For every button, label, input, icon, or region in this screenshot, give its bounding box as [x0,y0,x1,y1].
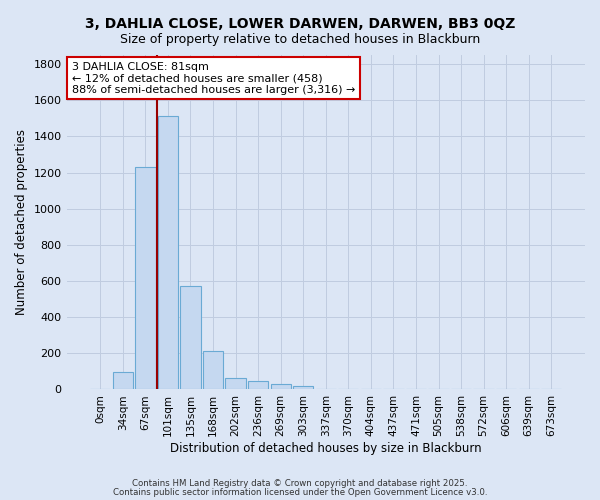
Bar [226,378,246,390]
Bar [316,388,336,390]
Bar [181,286,200,390]
Y-axis label: Number of detached properties: Number of detached properties [15,129,28,315]
X-axis label: Distribution of detached houses by size in Blackburn: Distribution of detached houses by size … [170,442,482,455]
Bar [135,167,155,390]
Bar [203,352,223,390]
Bar [293,386,313,390]
Bar [271,384,291,390]
Text: Size of property relative to detached houses in Blackburn: Size of property relative to detached ho… [120,32,480,46]
Text: 3 DAHLIA CLOSE: 81sqm
← 12% of detached houses are smaller (458)
88% of semi-det: 3 DAHLIA CLOSE: 81sqm ← 12% of detached … [72,62,355,95]
Bar [248,382,268,390]
Text: Contains HM Land Registry data © Crown copyright and database right 2025.: Contains HM Land Registry data © Crown c… [132,478,468,488]
Bar [113,372,133,390]
Text: 3, DAHLIA CLOSE, LOWER DARWEN, DARWEN, BB3 0QZ: 3, DAHLIA CLOSE, LOWER DARWEN, DARWEN, B… [85,18,515,32]
Bar [158,116,178,390]
Text: Contains public sector information licensed under the Open Government Licence v3: Contains public sector information licen… [113,488,487,497]
